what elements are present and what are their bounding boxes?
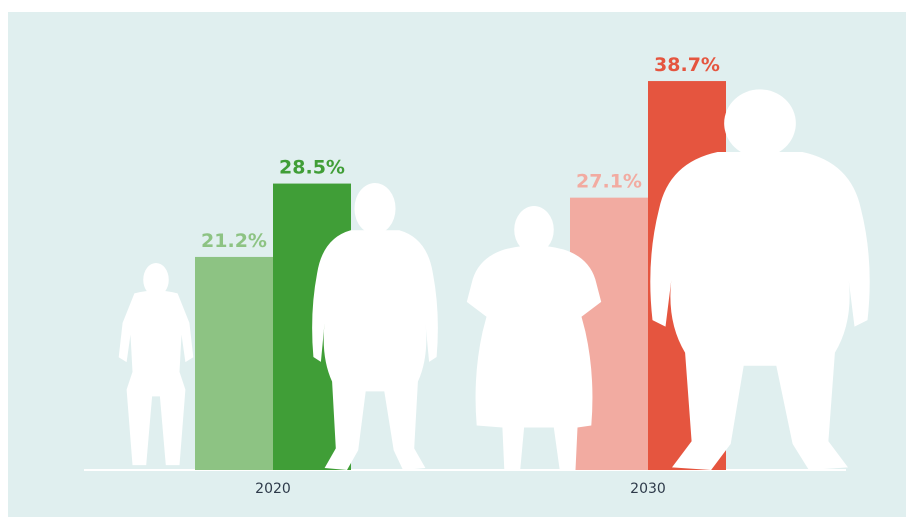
silhouettes-layer [118,89,870,470]
woman-silhouette-icon [118,263,194,466]
bar-chart: 21.2% 28.5% 2020 27.1% 38.7% 2030 [84,54,870,497]
data-label-2020-series-1: 28.5% [279,157,345,179]
man-silhouette-icon [312,183,438,470]
chart-area: 21.2% 28.5% 2020 27.1% 38.7% 2030 [8,12,906,517]
data-label-2020-series-0: 21.2% [201,230,267,252]
woman-silhouette-icon [466,206,602,470]
data-label-2030-series-1: 38.7% [654,54,720,76]
data-label-2030-series-0: 27.1% [576,171,642,193]
man-silhouette-icon [650,89,870,470]
x-tick-label-2030: 2030 [630,481,666,497]
bar-2020-series-0 [195,256,273,470]
x-tick-label-2020: 2020 [255,481,291,497]
labels-layer: 21.2% 28.5% 2020 27.1% 38.7% 2030 [201,54,720,497]
bars-layer [195,81,726,470]
